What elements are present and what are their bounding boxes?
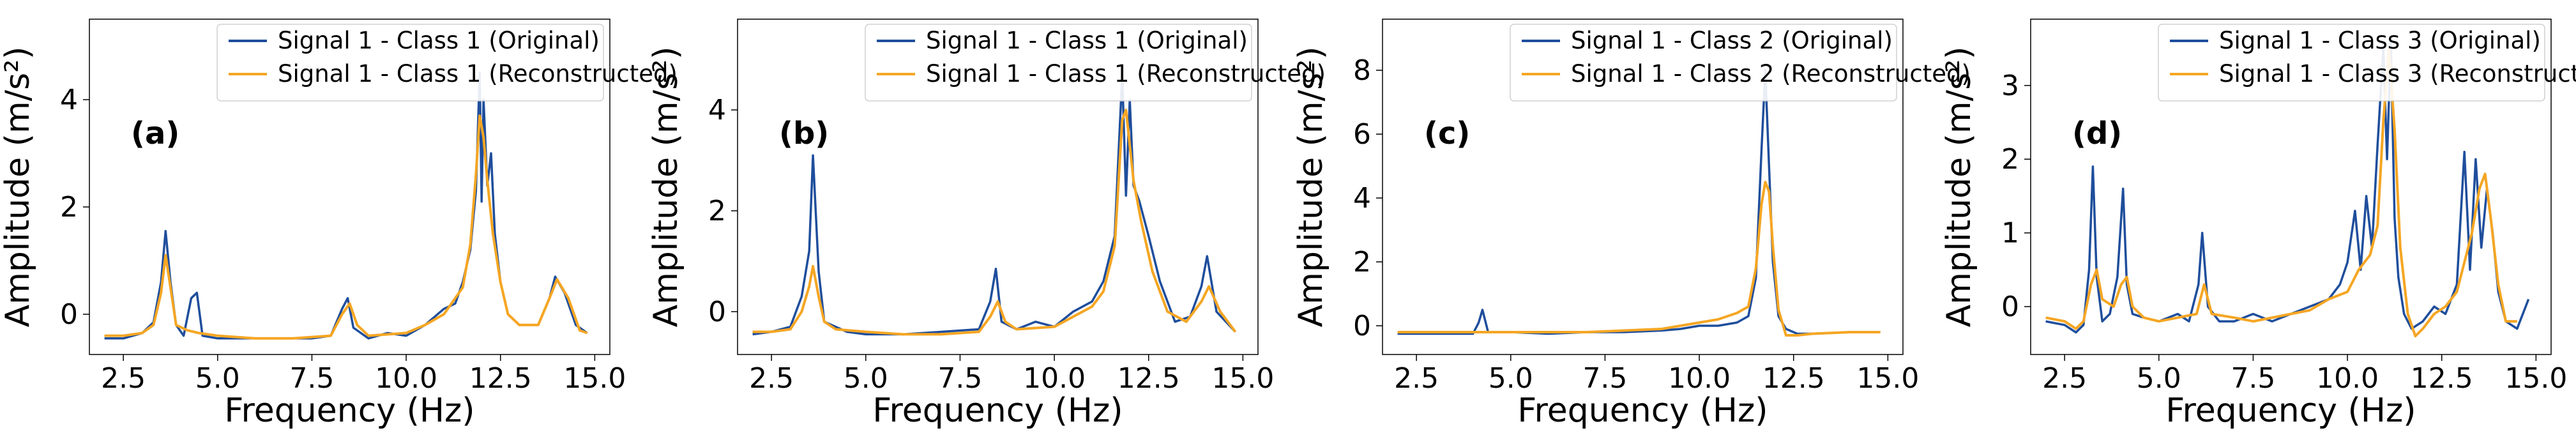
legend-entry: Signal 1 - Class 2 (Reconstructed) [1571,60,1971,88]
x-tick-label: 15.0 [563,362,626,395]
y-tick-label: 6 [1353,118,1371,151]
y-axis-title: Amplitude (m/s²) [647,47,685,328]
x-tick-label: 2.5 [749,362,794,395]
y-tick-label: 2 [708,195,726,227]
legend-box [216,24,604,102]
x-tick-label: 12.5 [469,362,532,395]
series-original-line [752,73,1236,336]
chart-panel-d: 2.5 5.0 7.5 10.0 12.5 15.0 0 1 2 3 Frequency (Hz) A… [1940,19,2576,430]
y-tick-label: 4 [1353,182,1371,215]
legend-entry: Signal 1 - Class 3 (Reconstructed) [2219,60,2576,88]
x-axis-title: Frequency (Hz) [872,392,1123,430]
y-tick-label: 0 [60,298,78,331]
x-tick-label: 2.5 [101,362,146,395]
legend-entry: Signal 1 - Class 1 (Reconstructed) [278,60,678,88]
x-tick-label: 2.5 [2042,362,2087,395]
y-tick-label: 0 [708,296,726,328]
x-tick-label: 5.0 [1489,362,1533,395]
y-tick-label: 2 [2001,143,2019,176]
legend: Signal 1 - Class 2 (Original) Signal 1 - … [1510,24,1971,102]
y-tick-label: 2 [1353,246,1371,278]
x-tick-label: 7.5 [1582,362,1627,395]
legend-box [1510,24,1897,102]
x-tick-label: 10.0 [375,362,437,395]
x-tick-label: 7.5 [2231,362,2275,395]
x-axis-title: Frequency (Hz) [1517,392,1768,430]
panel-label: (b) [779,116,829,151]
panel-label: (d) [2072,116,2122,151]
legend-entry: Signal 1 - Class 3 (Original) [2219,27,2541,54]
x-tick-label: 5.0 [2137,362,2181,395]
x-tick-label: 12.5 [1762,362,1825,395]
y-tick-label: 2 [60,191,78,224]
x-tick-label: 10.0 [2316,362,2379,395]
legend: Signal 1 - Class 1 (Original) Signal 1 - … [216,24,678,102]
x-tick-label: 7.5 [937,362,982,395]
x-tick-label: 10.0 [1023,362,1086,395]
x-tick-label: 15.0 [1856,362,1919,395]
y-axis-title: Amplitude (m/s²) [0,47,37,328]
chart-panel-b: 2.5 5.0 7.5 10.0 12.5 15.0 0 2 4 Frequency (Hz) Am… [647,19,1326,430]
x-tick-label: 2.5 [1394,362,1439,395]
legend: Signal 1 - Class 1 (Original) Signal 1 - … [865,24,1326,102]
series-original-line [2045,40,2530,334]
x-axis-title: Frequency (Hz) [224,392,474,430]
x-tick-label: 5.0 [195,362,240,395]
legend: Signal 1 - Class 3 (Original) Signal 1 - … [2158,24,2576,102]
x-tick-label: 10.0 [1668,362,1731,395]
legend-entry: Signal 1 - Class 1 (Original) [278,27,600,54]
series-reconstructed-line [1397,181,1881,337]
series-reconstructed-line [2045,47,2517,338]
series-reconstructed-line [104,114,588,340]
legend-box [865,24,1252,102]
y-axis-title: Amplitude (m/s²) [1940,47,1978,328]
y-tick-label: 1 [2001,217,2019,250]
x-tick-label: 12.5 [1118,362,1180,395]
y-tick-label: 0 [2001,291,2019,323]
chart-panel-a: 2.5 5.0 7.5 10.0 12.5 15.0 0 2 4 Frequency (Hz) Am… [0,19,678,430]
chart-panel-c: 2.5 5.0 7.5 10.0 12.5 15.0 0 2 4 6 8 Frequency (Hz)… [1292,19,1971,430]
x-tick-label: 15.0 [1211,362,1274,395]
legend-entry: Signal 1 - Class 2 (Original) [1571,27,1893,54]
y-tick-label: 3 [2001,70,2019,102]
x-tick-label: 15.0 [2504,362,2567,395]
x-axis-title: Frequency (Hz) [2165,392,2416,430]
y-tick-label: 4 [60,84,78,116]
legend-entry: Signal 1 - Class 1 (Reconstructed) [926,60,1326,88]
legend-box [2158,24,2545,102]
y-axis-title: Amplitude (m/s²) [1292,47,1330,328]
x-tick-label: 12.5 [2411,362,2473,395]
y-tick-label: 0 [1353,310,1371,342]
panel-label: (c) [1424,116,1470,151]
x-tick-label: 7.5 [289,362,334,395]
series-reconstructed-line [752,109,1237,336]
y-tick-label: 8 [1353,54,1371,87]
panel-label: (a) [131,116,179,151]
y-tick-label: 4 [708,94,726,126]
legend-entry: Signal 1 - Class 1 (Original) [926,27,1248,54]
x-tick-label: 5.0 [844,362,888,395]
